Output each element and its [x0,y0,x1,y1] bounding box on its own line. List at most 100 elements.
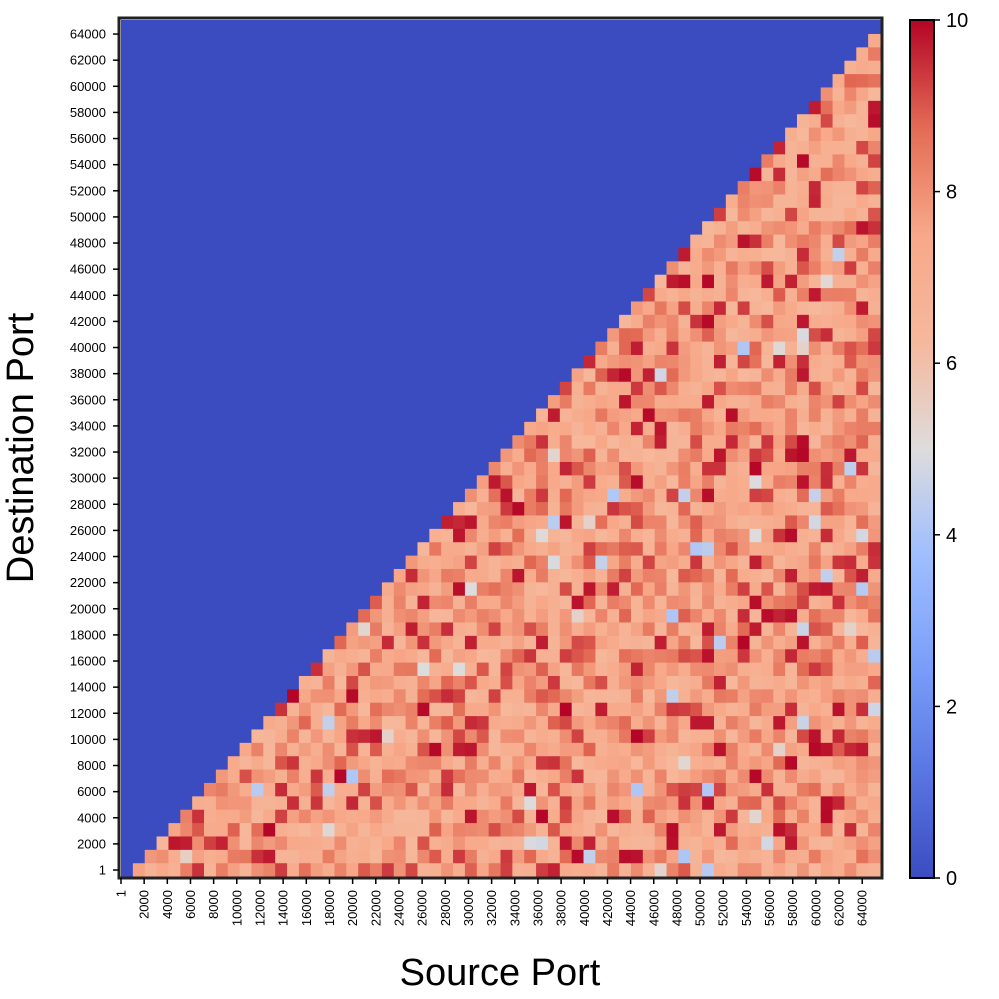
heatmap-cell [370,180,383,195]
heatmap-cell [500,247,513,262]
heatmap-cell [334,715,347,730]
heatmap-cell [654,86,668,101]
heatmap-cell [619,809,632,824]
heatmap-cell [761,528,774,543]
heatmap-cell [132,46,146,61]
heatmap-cell [453,46,466,61]
heatmap-cell [358,662,371,676]
heatmap-cell [524,394,537,409]
heatmap-cell [536,180,549,195]
heatmap-cell [571,300,585,315]
heatmap-cell [512,702,525,717]
heatmap-cell [168,782,181,797]
heatmap-cell [121,381,134,396]
heatmap-cell [121,849,134,864]
heatmap-cell [429,621,442,636]
heatmap-cell [737,341,751,355]
heatmap-cell [607,595,620,610]
heatmap-cell [370,113,383,128]
heatmap-cell [393,795,407,810]
heatmap-cell [619,849,632,864]
heatmap-cell [192,849,205,864]
heatmap-cell [868,314,881,329]
heatmap-cell [310,247,324,262]
heatmap-cell [287,394,300,409]
heatmap-cell [381,702,395,717]
heatmap-cell [132,568,146,583]
heatmap-cell [251,287,264,302]
heatmap-cell [820,514,834,529]
heatmap-cell [393,608,407,623]
heatmap-cell [796,381,810,396]
heatmap-cell [287,662,300,676]
heatmap-cell [251,274,264,289]
heatmap-cell [666,474,679,489]
heatmap-cell [832,742,846,757]
heatmap-cell [192,702,205,717]
heatmap-cell [156,474,170,489]
heatmap-cell [702,274,715,289]
heatmap-cell [654,434,668,449]
heatmap-cell [180,755,193,770]
heatmap-cell [844,702,857,717]
heatmap-cell [393,715,407,730]
y-tick-label: 32000 [70,445,106,460]
heatmap-cell [844,541,857,556]
heatmap-cell [441,260,454,275]
heatmap-cell [619,314,632,329]
heatmap-cell [476,300,490,315]
heatmap-cell [820,782,834,797]
heatmap-cell [227,274,241,289]
heatmap-cell [275,327,288,342]
heatmap-cell [453,769,466,783]
heatmap-cell [666,849,679,864]
heatmap-cell [370,434,383,449]
heatmap-cell [488,501,502,516]
heatmap-cell [500,862,513,877]
heatmap-cell [702,127,715,141]
x-tick-label: 36000 [530,890,545,926]
heatmap-cell [453,33,466,48]
heatmap-cell [500,421,513,436]
x-tick-label: 58000 [785,890,800,926]
heatmap-cell [820,314,834,329]
heatmap-cell [607,100,620,115]
heatmap-cell [441,621,454,636]
heatmap-cell [441,394,454,409]
heatmap-cell [547,234,561,248]
heatmap-cell [820,274,834,289]
heatmap-cell [464,688,478,703]
heatmap-cell [346,568,359,583]
heatmap-cell [844,113,857,128]
heatmap-cell [215,528,229,543]
heatmap-cell [500,234,513,248]
heatmap-cell [429,822,442,837]
heatmap-cell [844,153,857,168]
heatmap-cell [144,448,158,462]
heatmap-cell [405,715,419,730]
heatmap-cell [298,234,312,248]
heatmap-cell [310,555,324,569]
heatmap-cell [512,153,525,168]
heatmap-cell [666,113,679,128]
heatmap-cell [429,635,442,650]
heatmap-cell [334,461,347,476]
heatmap-cell [180,581,193,596]
heatmap-cell [393,835,407,850]
heatmap-cell [844,394,857,409]
heatmap-cell [761,140,774,155]
heatmap-cell [334,247,347,262]
heatmap-cell [583,461,596,476]
heatmap-cell [215,555,229,569]
heatmap-cell [132,595,146,610]
y-tick-label: 34000 [70,418,106,433]
heatmap-cell [322,501,336,516]
heatmap-cell [844,180,857,195]
heatmap-cell [607,675,620,690]
heatmap-cell [476,568,490,583]
heatmap-cell [702,555,715,569]
heatmap-cell [725,234,739,248]
heatmap-cell [192,688,205,703]
heatmap-cell [761,86,774,101]
heatmap-cell [156,461,170,476]
